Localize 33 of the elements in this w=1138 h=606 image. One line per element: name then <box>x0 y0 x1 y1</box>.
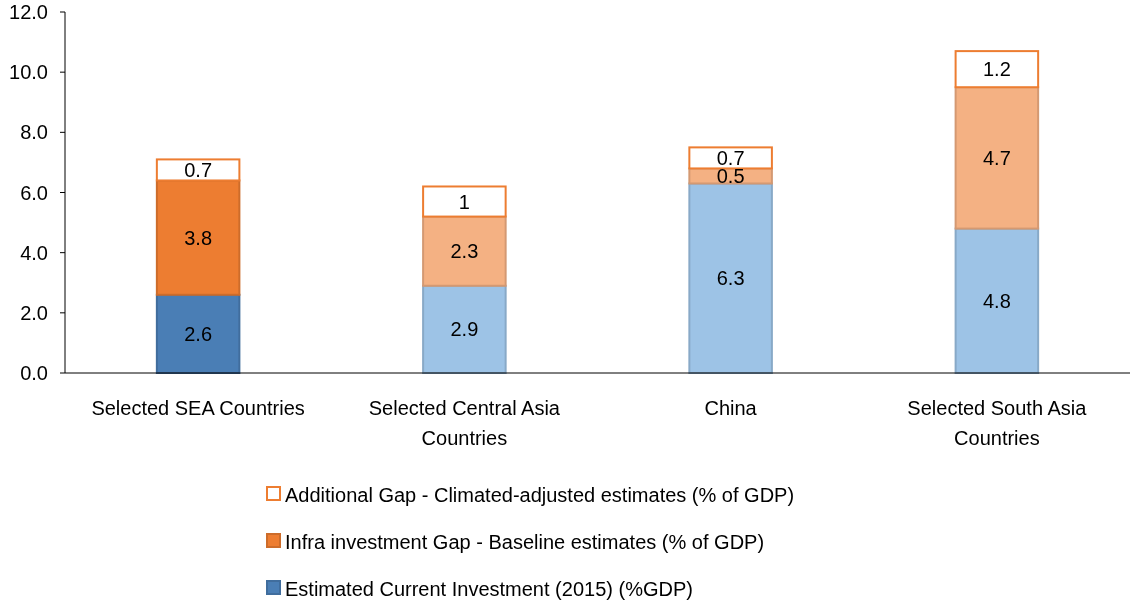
bar <box>954 50 1040 89</box>
data-label: 6.3 <box>716 267 745 290</box>
legend-label: Additional Gap - Climated-adjusted estimates (% of GDP) <box>285 484 795 506</box>
y-tick-label: 10.0 <box>9 61 48 84</box>
bar <box>954 227 1040 374</box>
y-tick-label: 8.0 <box>20 121 48 144</box>
data-label: 4.7 <box>982 146 1011 169</box>
bar <box>422 215 507 287</box>
y-tick-label: 12.0 <box>9 1 48 23</box>
data-label: 2.6 <box>184 322 213 345</box>
x-tick-label: Selected Central Asia Countries <box>368 397 561 449</box>
data-label: 4.8 <box>982 289 1011 312</box>
bar <box>422 284 507 374</box>
x-tick-label: Selected South Asia Countries <box>907 397 1088 449</box>
bar <box>688 146 773 170</box>
data-label: 1 <box>458 190 470 213</box>
bar <box>954 86 1040 230</box>
data-label: 1.2 <box>982 58 1011 81</box>
y-tick-label: 2.0 <box>20 301 48 324</box>
data-label: 2.3 <box>450 240 479 263</box>
data-label: 0.7 <box>184 158 213 181</box>
bar <box>688 182 773 374</box>
legend-label: Infra investment Gap - Baseline estimates (% of GDP) <box>285 531 765 553</box>
x-tick-label: Selected SEA Countries <box>91 397 305 419</box>
y-tick-label: 6.0 <box>20 181 48 204</box>
data-label: 3.8 <box>184 226 213 249</box>
x-tick-label: China <box>704 397 758 419</box>
bar <box>155 293 241 374</box>
y-tick-label: 0.0 <box>20 362 48 384</box>
y-tick-label: 4.0 <box>20 241 48 264</box>
data-label: 2.9 <box>450 318 479 341</box>
legend-label: Estimated Current Investment (2015) (%GDP) <box>285 578 693 600</box>
bar <box>422 185 507 218</box>
